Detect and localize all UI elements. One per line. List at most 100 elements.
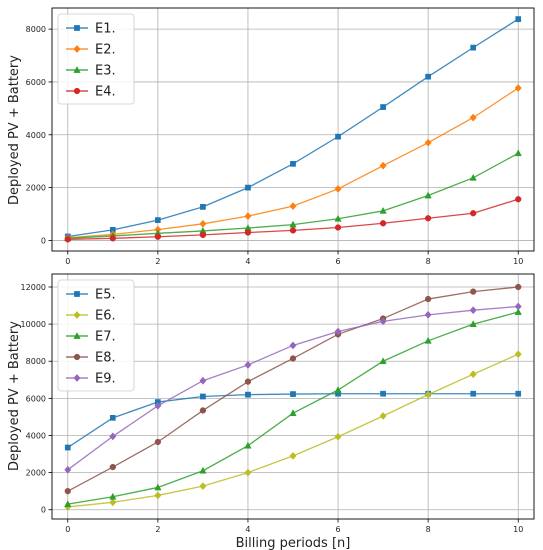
legend-marker: [74, 25, 80, 31]
data-point: [334, 386, 342, 393]
series-line: [67, 311, 519, 505]
data-point: [289, 227, 297, 234]
data-point: [244, 468, 252, 477]
data-point: [424, 310, 432, 319]
data-point: [109, 414, 116, 421]
data-point: [469, 173, 477, 181]
plot-frame: [51, 273, 535, 520]
data-point: [470, 390, 477, 397]
data-point: [155, 217, 161, 223]
series-line: [67, 353, 519, 508]
data-point: [469, 370, 477, 379]
legend-marker: [73, 332, 81, 339]
legend: E1. E2. E3. E4.: [57, 13, 135, 105]
x-tick-label: 6: [335, 257, 340, 266]
data-point: [380, 390, 386, 397]
data-point: [469, 320, 477, 327]
series-line: [67, 286, 519, 492]
data-point: [245, 184, 251, 191]
legend-label: E4.: [95, 85, 116, 100]
y-tick-label: 0: [41, 506, 46, 515]
data-point: [154, 491, 162, 500]
y-tick-label: 2000: [26, 184, 46, 193]
x-axis-label: Billing periods [n]: [236, 536, 351, 550]
data-point: [515, 16, 522, 22]
legend-label: E5.: [95, 288, 116, 303]
legend-label: E6.: [95, 309, 116, 324]
data-point: [425, 73, 431, 80]
data-point: [470, 210, 477, 217]
data-point: [334, 184, 342, 193]
data-point: [514, 302, 522, 311]
data-point: [154, 483, 162, 491]
series-line: [67, 305, 519, 471]
legend-label: E8.: [95, 351, 116, 366]
data-point: [200, 204, 206, 210]
x-tick-label: 0: [65, 525, 70, 534]
legend-label: E9.: [95, 372, 116, 387]
data-point: [424, 295, 432, 303]
x-tick-label: 2: [155, 525, 160, 534]
data-point: [379, 412, 387, 420]
data-point: [379, 161, 387, 170]
series-e8: [64, 283, 522, 495]
data-point: [515, 283, 522, 291]
data-point: [334, 214, 342, 222]
series-e4: [64, 196, 522, 243]
data-point: [154, 401, 162, 410]
data-point: [424, 138, 432, 147]
data-point: [469, 113, 477, 122]
data-point: [199, 219, 207, 228]
data-point: [515, 196, 522, 203]
data-point: [290, 391, 296, 397]
x-tick-label: 10: [513, 525, 523, 534]
data-point: [290, 160, 296, 167]
legend-marker: [73, 66, 81, 73]
top-chart-panel: 0 2 4 6 8 10 0 2000 4000 6000 8000 Deployed PV + Ba…: [7, 7, 535, 266]
plot-frame: [51, 7, 535, 252]
data-point: [424, 336, 432, 344]
x-tick-label: 8: [426, 257, 431, 266]
data-point: [199, 231, 207, 239]
y-tick-label: 6000: [26, 78, 46, 87]
data-point: [470, 288, 477, 295]
y-tick-label: 4000: [26, 431, 46, 440]
data-point: [199, 466, 207, 474]
data-point: [289, 409, 297, 417]
x-tick-label: 2: [155, 257, 160, 266]
legend-box: [57, 13, 135, 105]
data-point: [199, 376, 207, 385]
data-point: [109, 235, 116, 242]
y-tick-label: 0: [41, 236, 46, 245]
x-tick-label: 4: [245, 257, 250, 266]
data-point: [154, 233, 162, 240]
legend-marker: [74, 291, 80, 297]
data-point: [154, 438, 162, 446]
data-point: [334, 327, 342, 336]
legend-marker: [73, 374, 81, 382]
data-point: [514, 350, 522, 359]
data-point: [244, 378, 252, 385]
legend-label: E7.: [95, 330, 116, 345]
legend-marker: [73, 311, 81, 319]
data-point: [64, 444, 71, 451]
data-point: [514, 149, 522, 157]
data-point: [199, 482, 207, 491]
y-axis-label: Deployed PV + Battery: [7, 321, 22, 471]
x-tick-label: 0: [65, 257, 70, 266]
data-point: [379, 206, 387, 214]
data-point: [109, 492, 117, 500]
data-point: [244, 229, 252, 236]
data-point: [244, 441, 252, 449]
data-point: [289, 220, 297, 228]
series-e9: [64, 302, 522, 474]
data-point: [289, 202, 297, 211]
data-point: [244, 212, 252, 221]
y-tick-label: 2000: [26, 469, 46, 478]
data-point: [109, 432, 117, 441]
legend-label: E2.: [95, 43, 116, 58]
data-point: [380, 104, 386, 110]
bottom-chart-panel: 0 2 4 6 8 10 0 2000 4000 6000 8000 10000 12000 Deploy…: [7, 273, 535, 550]
data-point: [514, 308, 522, 315]
